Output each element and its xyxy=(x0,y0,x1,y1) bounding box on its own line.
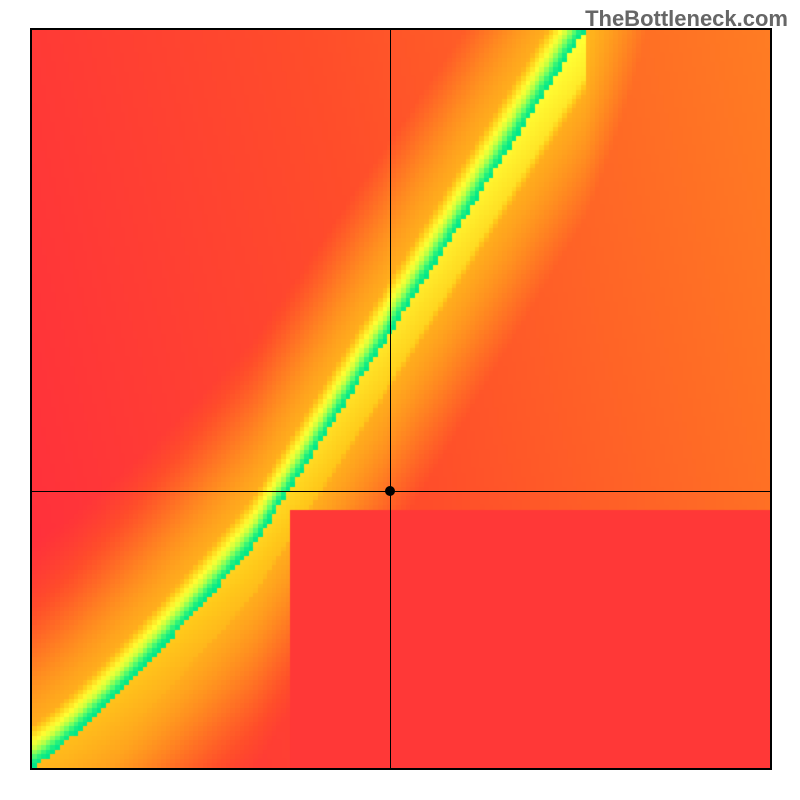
crosshair-marker xyxy=(385,486,395,496)
crosshair-horizontal xyxy=(32,491,770,492)
heatmap-canvas xyxy=(32,30,770,768)
watermark-text: TheBottleneck.com xyxy=(585,6,788,32)
plot-frame xyxy=(30,28,772,770)
chart-container: TheBottleneck.com xyxy=(0,0,800,800)
crosshair-vertical xyxy=(390,30,391,768)
